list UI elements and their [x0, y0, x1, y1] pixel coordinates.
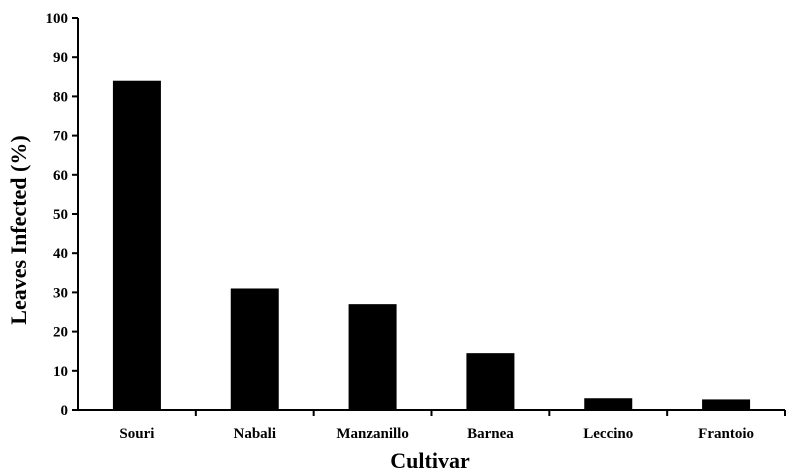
y-tick-label: 60 — [53, 168, 68, 184]
y-tick-label: 20 — [53, 325, 68, 341]
x-category-label: Manzanillo — [336, 426, 409, 442]
y-tick-label: 30 — [53, 285, 68, 301]
y-tick-label: 100 — [46, 11, 69, 27]
x-category-label: Souri — [119, 426, 154, 442]
y-tick-label: 40 — [53, 246, 68, 262]
x-axis-categories: Souri Nabali Manzanillo Barnea Leccino Franto… — [119, 410, 786, 442]
bar-souri — [112, 80, 161, 410]
x-category-label: Leccino — [583, 426, 633, 442]
y-tick-label: 70 — [53, 129, 68, 145]
y-tick-label: 80 — [53, 89, 68, 105]
x-axis-title: Cultivar — [390, 448, 470, 472]
x-category-label: Nabali — [233, 426, 276, 442]
bar-frantoio — [702, 399, 751, 410]
y-tick-label: 0 — [61, 403, 69, 419]
y-axis-ticks: 0 10 20 30 40 50 60 70 80 90 100 — [46, 11, 78, 419]
y-tick-label: 10 — [53, 364, 68, 380]
bar-barnea — [466, 353, 515, 410]
y-axis-title: Leaves Infected (%) — [6, 135, 31, 324]
bar-nabali — [230, 288, 279, 410]
x-category-label: Barnea — [467, 426, 514, 442]
x-category-label: Frantoio — [698, 426, 754, 442]
y-tick-label: 90 — [53, 50, 68, 66]
bars — [112, 80, 751, 410]
bar-manzanillo — [348, 304, 397, 410]
bar-leccino — [584, 398, 633, 410]
y-tick-label: 50 — [53, 207, 68, 223]
